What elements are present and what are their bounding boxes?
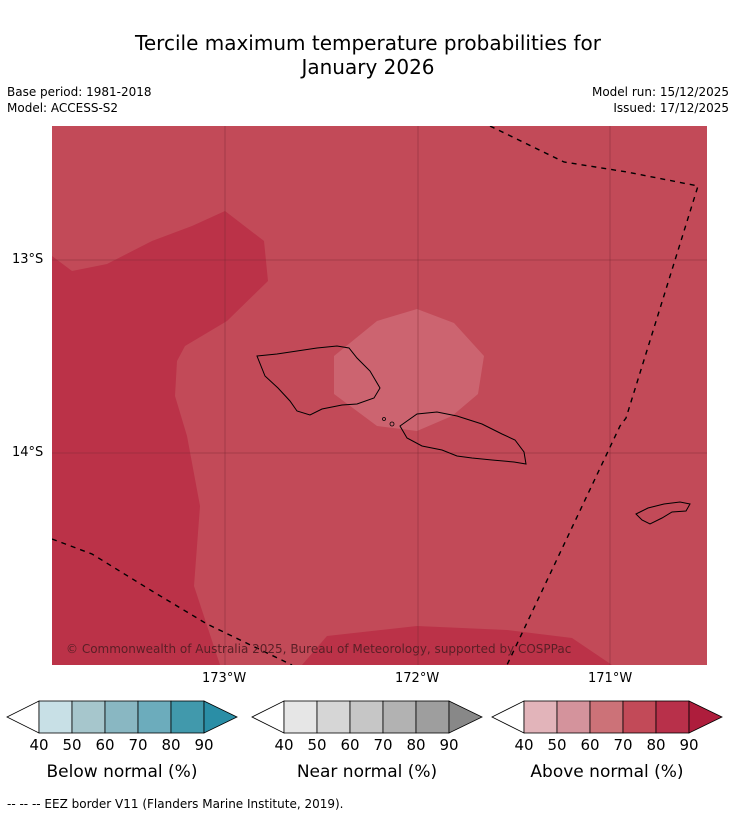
island-upolu <box>399 411 527 465</box>
field-above-80-south <box>302 626 612 665</box>
title-line-2: January 2026 <box>301 55 435 79</box>
map-panel <box>52 126 707 665</box>
colorbar-segment <box>523 700 558 734</box>
colorbar-segment <box>556 700 591 734</box>
lon-label-171w: 171°W <box>588 671 633 686</box>
island-savaii <box>256 345 381 416</box>
colorbar-extend-low <box>6 700 40 734</box>
colorbar-tick-label: 60 <box>340 736 360 754</box>
colorbar-segment <box>137 700 172 734</box>
meta-right: Model run: 15/12/2025 Issued: 17/12/2025 <box>592 84 729 116</box>
colorbar-tick-label: 90 <box>679 736 699 754</box>
eez-border <box>52 126 699 665</box>
colorbar-segment <box>38 700 73 734</box>
colorbar-near-title: Near normal (%) <box>296 762 438 782</box>
colorbar-tick-label: 80 <box>406 736 426 754</box>
lat-label-14s: 14°S <box>12 445 44 460</box>
colorbar-segment <box>316 700 351 734</box>
colorbar-segment <box>589 700 624 734</box>
islet-apolima <box>382 417 386 421</box>
issued-date: Issued: 17/12/2025 <box>613 101 729 115</box>
colorbar-near-normal <box>251 700 483 734</box>
colorbar-segment <box>655 700 690 734</box>
colorbar-tick-label: 50 <box>307 736 327 754</box>
model-name: Model: ACCESS-S2 <box>7 101 119 115</box>
colorbar-extend-high <box>448 700 483 734</box>
colorbar-extend-low <box>491 700 525 734</box>
model-run: Model run: 15/12/2025 <box>591 85 729 99</box>
field-above-60-central <box>334 309 484 431</box>
colorbar-tick-label: 70 <box>128 736 148 754</box>
colorbar-tick-label: 50 <box>547 736 567 754</box>
islet-manono <box>389 421 395 427</box>
lat-label-13s: 13°S <box>12 252 44 267</box>
colorbar-segment <box>104 700 139 734</box>
graticule <box>52 126 707 665</box>
colorbar-tick-label: 80 <box>161 736 181 754</box>
colorbar-extend-high <box>203 700 238 734</box>
colorbar-segment <box>622 700 657 734</box>
colorbar-below-normal <box>6 700 238 734</box>
copyright-notice: © Commonwealth of Australia 2025, Bureau… <box>66 642 572 656</box>
title-line-1: Tercile maximum temperature probabilitie… <box>135 31 601 55</box>
colorbar-tick-label: 40 <box>274 736 294 754</box>
colorbar-extend-low <box>251 700 285 734</box>
colorbar-above-title: Above normal (%) <box>530 762 684 782</box>
meta-left: Base period: 1981-2018 Model: ACCESS-S2 <box>7 84 152 116</box>
colorbar-tick-label: 90 <box>439 736 459 754</box>
colorbar-tick-label: 60 <box>580 736 600 754</box>
colorbar-tick-label: 60 <box>95 736 115 754</box>
field-above-80-west <box>52 211 268 665</box>
colorbar-segment <box>415 700 450 734</box>
colorbar-below-title: Below normal (%) <box>46 762 198 782</box>
lon-label-173w: 173°W <box>202 671 247 686</box>
colorbar-segment <box>382 700 417 734</box>
colorbar-segment <box>71 700 106 734</box>
colorbar-tick-label: 40 <box>514 736 534 754</box>
eez-footnote: -- -- -- EEZ border V11 (Flanders Marine… <box>7 797 344 811</box>
colorbar-segment <box>170 700 205 734</box>
colorbar-tick-label: 40 <box>29 736 49 754</box>
colorbar-tick-label: 80 <box>646 736 666 754</box>
colorbar-tick-label: 90 <box>194 736 214 754</box>
colorbar-tick-label: 50 <box>62 736 82 754</box>
colorbar-above-normal <box>491 700 723 734</box>
colorbar-segment <box>349 700 384 734</box>
map-title: Tercile maximum temperature probabilitie… <box>0 31 736 79</box>
colorbar-extend-high <box>688 700 723 734</box>
colorbar-tick-label: 70 <box>613 736 633 754</box>
base-period: Base period: 1981-2018 <box>7 85 152 99</box>
map-svg <box>52 126 707 665</box>
lon-label-172w: 172°W <box>395 671 440 686</box>
colorbar-tick-label: 70 <box>373 736 393 754</box>
island-tutuila <box>635 501 691 525</box>
colorbar-segment <box>283 700 318 734</box>
